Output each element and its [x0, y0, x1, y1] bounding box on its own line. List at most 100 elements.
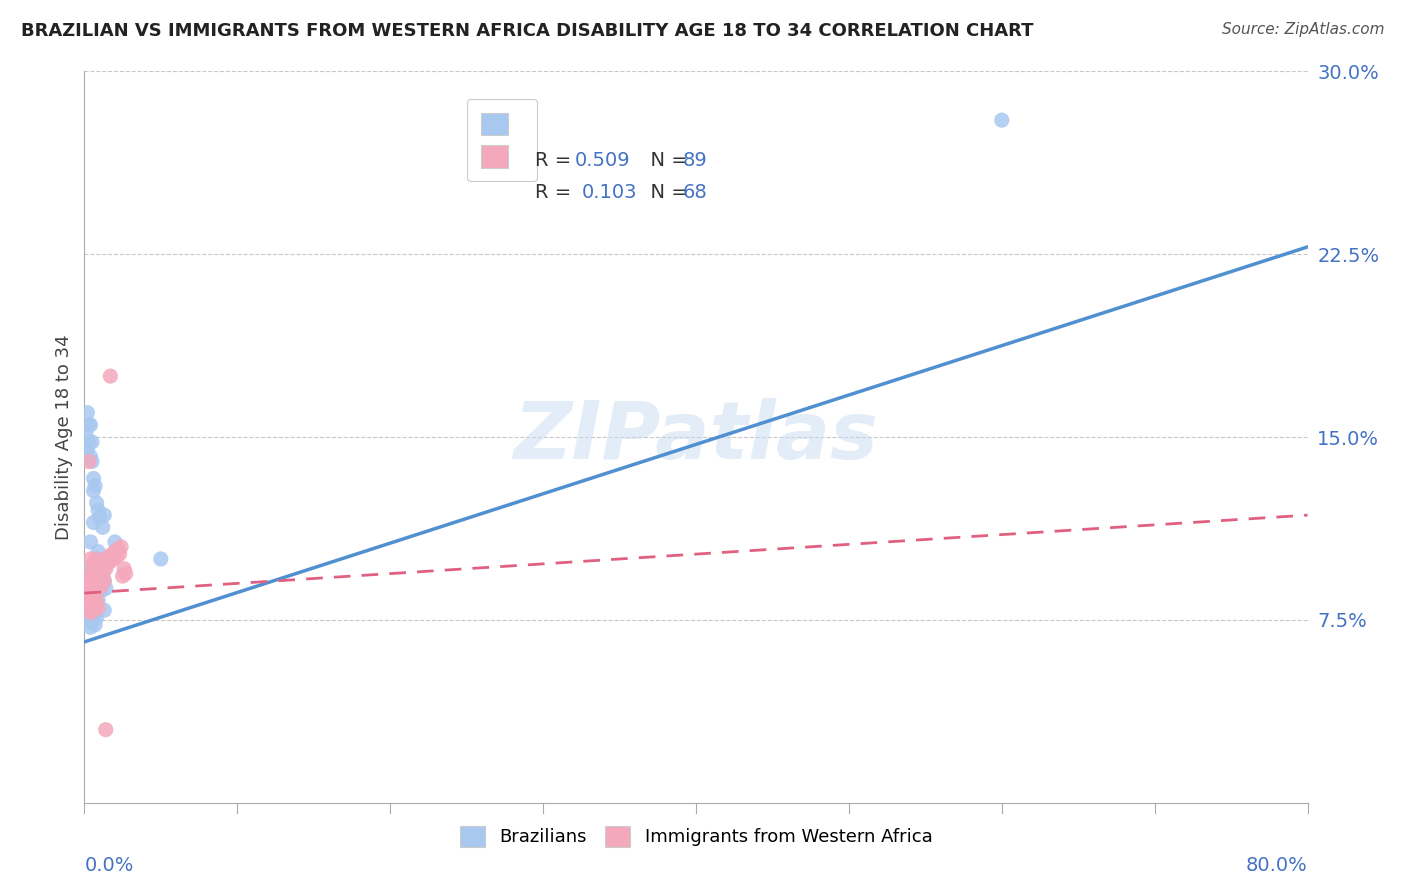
- Point: [96, 557, 118, 571]
- Point: [83, 603, 105, 617]
- Point: [89, 576, 111, 591]
- Point: [93, 554, 115, 568]
- Point: [80, 596, 103, 610]
- Text: N =: N =: [638, 151, 695, 169]
- Point: [80, 569, 103, 583]
- Point: [75, 425, 97, 440]
- Point: [77, 596, 100, 610]
- Point: [94, 581, 117, 595]
- Text: R =: R =: [536, 184, 583, 202]
- Point: [91, 564, 114, 578]
- Point: [93, 603, 115, 617]
- Point: [84, 572, 107, 586]
- Point: [80, 581, 103, 595]
- Point: [84, 617, 107, 632]
- Point: [80, 434, 103, 449]
- Point: [76, 564, 98, 578]
- Point: [94, 562, 117, 576]
- Point: [87, 574, 110, 588]
- Point: [83, 574, 105, 588]
- Point: [80, 454, 103, 468]
- Point: [80, 562, 103, 576]
- Point: [77, 569, 100, 583]
- Text: 68: 68: [683, 184, 707, 202]
- Point: [77, 581, 100, 595]
- Point: [86, 572, 108, 586]
- Point: [80, 583, 103, 598]
- Text: R =: R =: [536, 151, 578, 169]
- Point: [101, 547, 124, 561]
- Point: [77, 583, 100, 598]
- Text: 0.509: 0.509: [575, 151, 630, 169]
- Point: [991, 113, 1014, 128]
- Point: [89, 572, 111, 586]
- Point: [91, 554, 114, 568]
- Point: [76, 589, 98, 603]
- Text: 89: 89: [683, 151, 707, 169]
- Point: [93, 574, 115, 588]
- Point: [83, 579, 105, 593]
- Point: [79, 574, 101, 588]
- Point: [79, 535, 101, 549]
- Point: [83, 569, 105, 583]
- Point: [76, 589, 98, 603]
- Point: [90, 559, 112, 574]
- Point: [87, 557, 110, 571]
- Point: [80, 613, 103, 627]
- Point: [87, 581, 110, 595]
- Point: [90, 583, 112, 598]
- Point: [84, 579, 107, 593]
- Point: [89, 510, 111, 524]
- Point: [80, 581, 103, 595]
- Point: [94, 723, 117, 737]
- Point: [97, 549, 120, 564]
- Point: [77, 615, 100, 630]
- Point: [86, 581, 108, 595]
- Point: [79, 606, 101, 620]
- Point: [104, 544, 127, 558]
- Point: [76, 583, 98, 598]
- Point: [83, 591, 105, 605]
- Point: [98, 369, 121, 384]
- Point: [79, 552, 101, 566]
- Point: [89, 572, 111, 586]
- Point: [83, 581, 105, 595]
- Point: [89, 569, 111, 583]
- Point: [79, 572, 101, 586]
- Point: [83, 589, 105, 603]
- Point: [86, 566, 108, 581]
- Point: [83, 483, 105, 498]
- Point: [77, 581, 100, 595]
- Point: [83, 516, 105, 530]
- Point: [83, 608, 105, 623]
- Point: [80, 583, 103, 598]
- Point: [76, 576, 98, 591]
- Point: [91, 520, 114, 534]
- Point: [86, 552, 108, 566]
- Point: [84, 583, 107, 598]
- Point: [77, 589, 100, 603]
- Point: [83, 569, 105, 583]
- Point: [79, 572, 101, 586]
- Point: [87, 600, 110, 615]
- Point: [105, 549, 128, 564]
- Point: [114, 566, 136, 581]
- Point: [79, 450, 101, 464]
- Point: [80, 574, 103, 588]
- Legend: Brazilians, Immigrants from Western Africa: Brazilians, Immigrants from Western Afri…: [450, 817, 942, 856]
- Point: [87, 579, 110, 593]
- Point: [108, 547, 131, 561]
- Point: [77, 434, 100, 449]
- Point: [89, 562, 111, 576]
- Point: [76, 576, 98, 591]
- Point: [90, 579, 112, 593]
- Point: [79, 574, 101, 588]
- Text: 0.103: 0.103: [582, 184, 637, 202]
- Point: [79, 566, 101, 581]
- Point: [87, 583, 110, 598]
- Point: [75, 576, 97, 591]
- Point: [86, 574, 108, 588]
- Point: [84, 599, 107, 613]
- Point: [86, 593, 108, 607]
- Point: [83, 471, 105, 485]
